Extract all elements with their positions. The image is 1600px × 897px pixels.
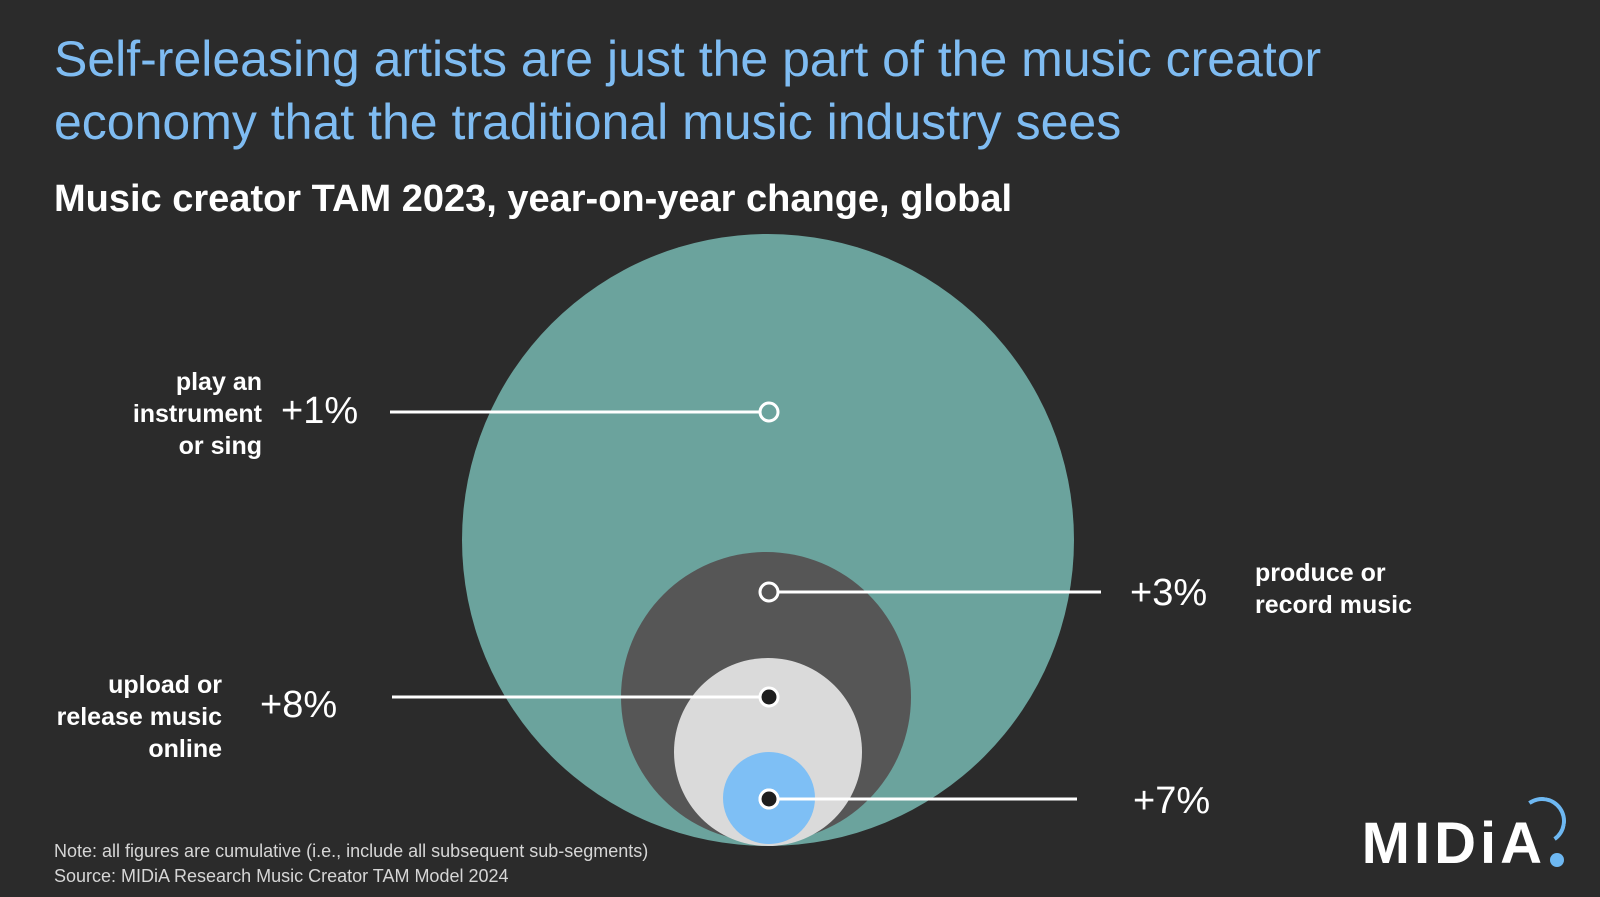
- change-produce-record: +3%: [1130, 572, 1208, 614]
- logo-wordmark: MIDiA: [1361, 811, 1546, 876]
- marker-dot-self-release: [758, 788, 780, 810]
- chart-subtitle: Music creator TAM 2023, year-on-year cha…: [54, 178, 1013, 220]
- label-produce-line-1: produce or: [1255, 559, 1386, 587]
- label-produce-record: produce or record music: [1255, 557, 1455, 621]
- marker-dot-upload-release: [758, 686, 780, 708]
- label-upload-line-1: upload or: [108, 671, 222, 699]
- marker-produce-record: [758, 581, 780, 603]
- change-play-instrument: +1%: [281, 390, 359, 432]
- label-play-line-2: instrument: [132, 400, 262, 428]
- change-self-release: +7%: [1133, 780, 1211, 822]
- label-play-instrument: play an instrument or sing: [110, 366, 262, 462]
- bubble-play-instrument: [462, 234, 1074, 846]
- label-play-line-3: or sing: [178, 432, 262, 460]
- footnote-note: Note: all figures are cumulative (i.e., …: [54, 841, 649, 861]
- midia-logo: MIDiA: [1361, 793, 1570, 876]
- label-produce-line-2: record music: [1255, 591, 1413, 619]
- footnote-source: Source: MIDiA Research Music Creator TAM…: [54, 866, 509, 886]
- label-play-line-1: play an: [175, 368, 262, 396]
- label-upload-line-3: online: [148, 735, 222, 763]
- page-title: Self-releasing artists are just the part…: [54, 31, 1322, 150]
- change-upload-release: +8%: [260, 684, 338, 726]
- logo-dot-icon: [1550, 853, 1564, 867]
- label-upload-line-2: release music: [56, 703, 222, 731]
- label-upload-release: upload or release music online: [30, 669, 222, 765]
- marker-play-instrument: [758, 401, 780, 423]
